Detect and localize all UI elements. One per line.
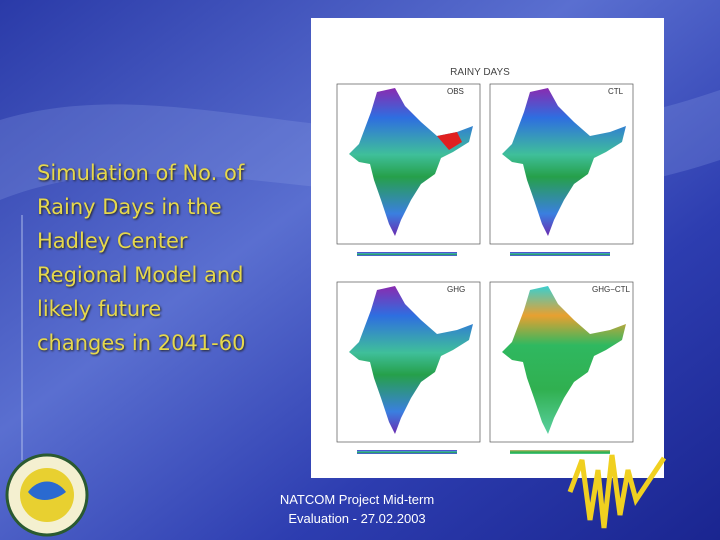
slide-text: Simulation of No. of Rainy Days in the H… <box>37 161 245 355</box>
text-line: changes in 2041-60 <box>37 331 245 355</box>
text-line: Rainy Days in the <box>37 195 222 219</box>
figure-title: RAINY DAYS <box>450 67 510 78</box>
logo <box>5 453 89 537</box>
footer-line: Evaluation - 27.02.2003 <box>288 511 425 526</box>
map-panel: OBS <box>336 83 481 256</box>
panel-label: OBS <box>447 87 464 96</box>
text-line: Simulation of No. of <box>37 161 245 185</box>
panel-label: GHG−CTL <box>592 285 631 294</box>
figure: RAINY DAYS OBS CTL GHG GHG−CTL <box>311 18 664 478</box>
map-panel: GHG−CTL <box>489 281 634 454</box>
footer-line: NATCOM Project Mid-term <box>280 492 434 507</box>
panel-label: CTL <box>608 87 624 96</box>
decor-zigzag <box>567 454 667 529</box>
map-panel: GHG <box>336 281 481 454</box>
text-line: Hadley Center <box>37 229 188 253</box>
text-line: likely future <box>37 297 161 321</box>
text-line: Regional Model and <box>37 263 244 287</box>
panel-label: GHG <box>447 285 465 294</box>
map-panel: CTL <box>489 83 634 256</box>
figure-panel <box>311 18 664 478</box>
